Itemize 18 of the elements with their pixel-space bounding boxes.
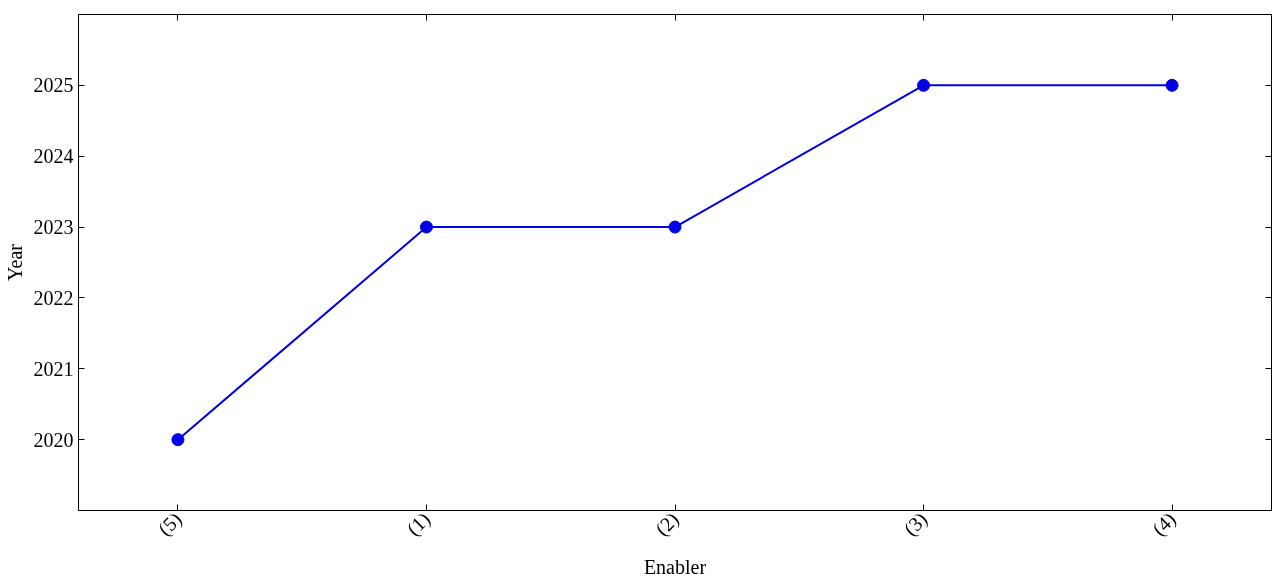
y-tick-label: 2020 [33,428,74,451]
y-tick-label: 2024 [33,145,74,168]
x-tick-label: (2) [650,507,684,541]
point [1165,78,1179,92]
x-tick-label: (1) [402,507,435,541]
x-axis-title: Enabler [643,555,707,578]
point [419,220,433,234]
x-tick-label: (3) [899,507,933,541]
point [171,433,185,447]
y-axis-title: Year [3,243,26,281]
point [917,78,931,92]
x-tick-label: (4) [1147,507,1181,541]
y-tick-label: 2023 [33,216,74,239]
x-tick-label: (5) [153,507,187,541]
y-tick-label: 2021 [33,357,74,380]
y-tick-label: 2025 [33,74,74,97]
point [668,220,682,234]
y-tick-label: 2022 [33,286,74,309]
